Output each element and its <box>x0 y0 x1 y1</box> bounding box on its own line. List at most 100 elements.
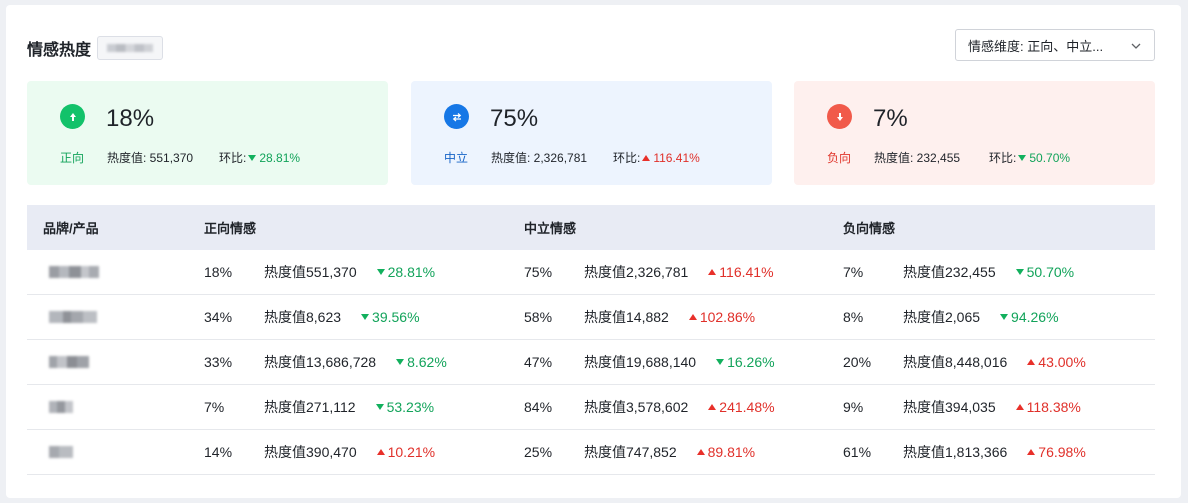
dimension-select-value: 情感维度: 正向、中立... <box>968 38 1104 54</box>
percent: 7% <box>843 264 864 280</box>
heat-value: 热度值19,688,140 <box>584 354 697 370</box>
table-row: 34% 热度值8,623 39.56% 58% 热度值14,882 102.86% 8% 热度… <box>27 295 1155 340</box>
negative-heat-value: 热度值: 232,455 <box>874 151 961 165</box>
neu-cell: 25% 热度值747,852 89.81% <box>524 442 755 462</box>
percent: 47% <box>524 354 553 370</box>
trend-up-icon <box>376 449 385 455</box>
ratio: 10.21% <box>375 444 435 460</box>
neutral-percent: 75% <box>490 105 539 132</box>
percent: 7% <box>204 399 225 415</box>
ratio-label: 环比: <box>613 151 641 165</box>
positive-label: 正向 <box>60 151 85 165</box>
heat-value: 热度值14,882 <box>584 309 669 325</box>
heat-value: 热度值232,455 <box>903 264 996 280</box>
percent: 14% <box>204 444 233 460</box>
ratio-value: 16.26% <box>727 354 775 370</box>
ratio: 116.41% <box>706 264 774 280</box>
trend-up-icon <box>688 314 697 320</box>
sentiment-heat-panel: 情感热度 情感维度: 正向、中立... 18% 正向 热度值: 551,370 … <box>6 5 1181 498</box>
brand-name-blurred <box>49 401 73 413</box>
trend-down-icon <box>396 359 405 365</box>
ratio: 16.26% <box>714 354 775 370</box>
ratio-value: 102.86% <box>699 309 756 325</box>
pos-cell: 33% 热度值13,686,728 8.62% <box>204 352 447 372</box>
neu-cell: 75% 热度值2,326,781 116.41% <box>524 262 774 282</box>
ratio-value: 28.81% <box>259 150 301 165</box>
ratio-value: 116.41% <box>653 150 700 165</box>
chevron-down-icon <box>1131 43 1141 49</box>
ratio-value: 53.23% <box>386 399 435 415</box>
pos-cell: 34% 热度值8,623 39.56% <box>204 307 420 327</box>
pos-cell: 14% 热度值390,470 10.21% <box>204 442 435 462</box>
heat-value: 热度值13,686,728 <box>264 354 377 370</box>
negative-summary-card: 7% 负向 热度值: 232,455 环比: 50.70% <box>794 81 1155 185</box>
arrow-up-icon <box>60 104 85 129</box>
ratio-value: 39.56% <box>372 309 420 325</box>
header-brand: 品牌/产品 <box>43 221 99 236</box>
ratio-value: 10.21% <box>387 444 436 460</box>
brand-name-blurred <box>49 446 73 458</box>
ratio: 89.81% <box>695 444 755 460</box>
percent: 9% <box>843 399 864 415</box>
percent: 58% <box>524 309 553 325</box>
neg-cell: 8% 热度值2,065 94.26% <box>843 307 1059 327</box>
ratio: 102.86% <box>687 309 755 325</box>
trend-up-icon <box>708 404 717 410</box>
percent: 25% <box>524 444 553 460</box>
trend-up-icon <box>696 449 705 455</box>
percent: 61% <box>843 444 872 460</box>
table-header: 品牌/产品 正向情感 中立情感 负向情感 <box>27 205 1155 250</box>
heat-value: 热度值8,448,016 <box>903 354 1008 370</box>
trend-down-icon <box>375 404 384 410</box>
heat-value: 热度值2,326,781 <box>584 264 689 280</box>
ratio-label: 环比: <box>989 151 1017 165</box>
neutral-ratio: 环比: 116.41% <box>613 149 700 166</box>
ratio-value: 50.70% <box>1026 264 1075 280</box>
ratio: 118.38% <box>1014 399 1081 415</box>
ratio-value: 118.38% <box>1026 399 1081 415</box>
pos-cell: 7% 热度值271,112 53.23% <box>204 397 434 417</box>
negative-ratio: 环比: 50.70% <box>989 149 1070 166</box>
ratio-value: 28.81% <box>387 264 436 280</box>
ratio: 50.70% <box>1014 264 1074 280</box>
percent: 8% <box>843 309 864 325</box>
panel-title: 情感热度 <box>27 42 92 59</box>
arrow-down-icon <box>827 104 852 129</box>
trend-up-icon <box>1027 359 1036 365</box>
ratio: 39.56% <box>359 309 420 325</box>
brand-name-blurred <box>49 266 99 278</box>
ratio: 76.98% <box>1025 444 1086 460</box>
table-body: 18% 热度值551,370 28.81% 75% 热度值2,326,781 116.41… <box>27 250 1155 475</box>
ratio-value: 76.98% <box>1038 444 1086 460</box>
trend-up-icon <box>1027 449 1036 455</box>
heat-value: 热度值551,370 <box>264 264 357 280</box>
sentiment-dimension-select[interactable]: 情感维度: 正向、中立... <box>955 29 1155 61</box>
trend-down-icon <box>1000 314 1009 320</box>
trend-down-icon <box>716 359 725 365</box>
panel-header: 情感热度 <box>27 35 164 61</box>
positive-ratio: 环比: 28.81% <box>219 149 300 166</box>
negative-percent: 7% <box>873 105 908 132</box>
positive-summary-card: 18% 正向 热度值: 551,370 环比: 28.81% <box>27 81 388 185</box>
heat-value: 热度值3,578,602 <box>584 399 689 415</box>
neu-cell: 47% 热度值19,688,140 16.26% <box>524 352 775 372</box>
ratio-value: 94.26% <box>1011 309 1059 325</box>
ratio-value: 241.48% <box>719 399 775 415</box>
heat-value: 热度值8,623 <box>264 309 342 325</box>
percent: 84% <box>524 399 553 415</box>
neutral-heat-value: 热度值: 2,326,781 <box>491 151 588 165</box>
ratio-value: 89.81% <box>707 444 756 460</box>
percent: 33% <box>204 354 233 370</box>
neutral-label: 中立 <box>444 151 469 165</box>
percent: 34% <box>204 309 233 325</box>
positive-percent: 18% <box>106 105 155 132</box>
header-positive: 正向情感 <box>204 221 257 236</box>
trend-down-icon <box>376 269 385 275</box>
trend-up-icon <box>642 154 651 161</box>
header-neutral: 中立情感 <box>524 221 577 236</box>
trend-up-icon <box>708 269 717 275</box>
percent: 75% <box>524 264 553 280</box>
ratio: 8.62% <box>394 354 447 370</box>
ratio-value: 8.62% <box>407 354 447 370</box>
table-row: 7% 热度值271,112 53.23% 84% 热度值3,578,602 241.48%… <box>27 385 1155 430</box>
